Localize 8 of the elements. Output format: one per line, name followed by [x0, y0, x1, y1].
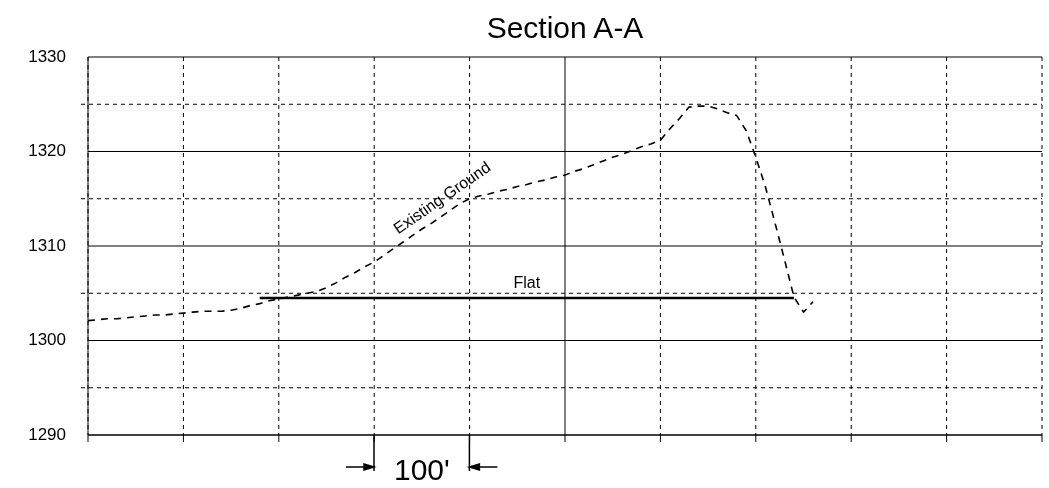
- text: 100': [393, 452, 451, 488]
- chart-title: Section A-A: [486, 11, 644, 45]
- y-tick-label: 1320: [28, 141, 66, 161]
- y-tick-label: 1290: [28, 424, 66, 444]
- series-label: Flat: [513, 274, 541, 292]
- y-tick-label: 1300: [28, 330, 66, 350]
- y-tick-label: 1310: [28, 235, 66, 255]
- y-tick-label: 1330: [28, 46, 66, 66]
